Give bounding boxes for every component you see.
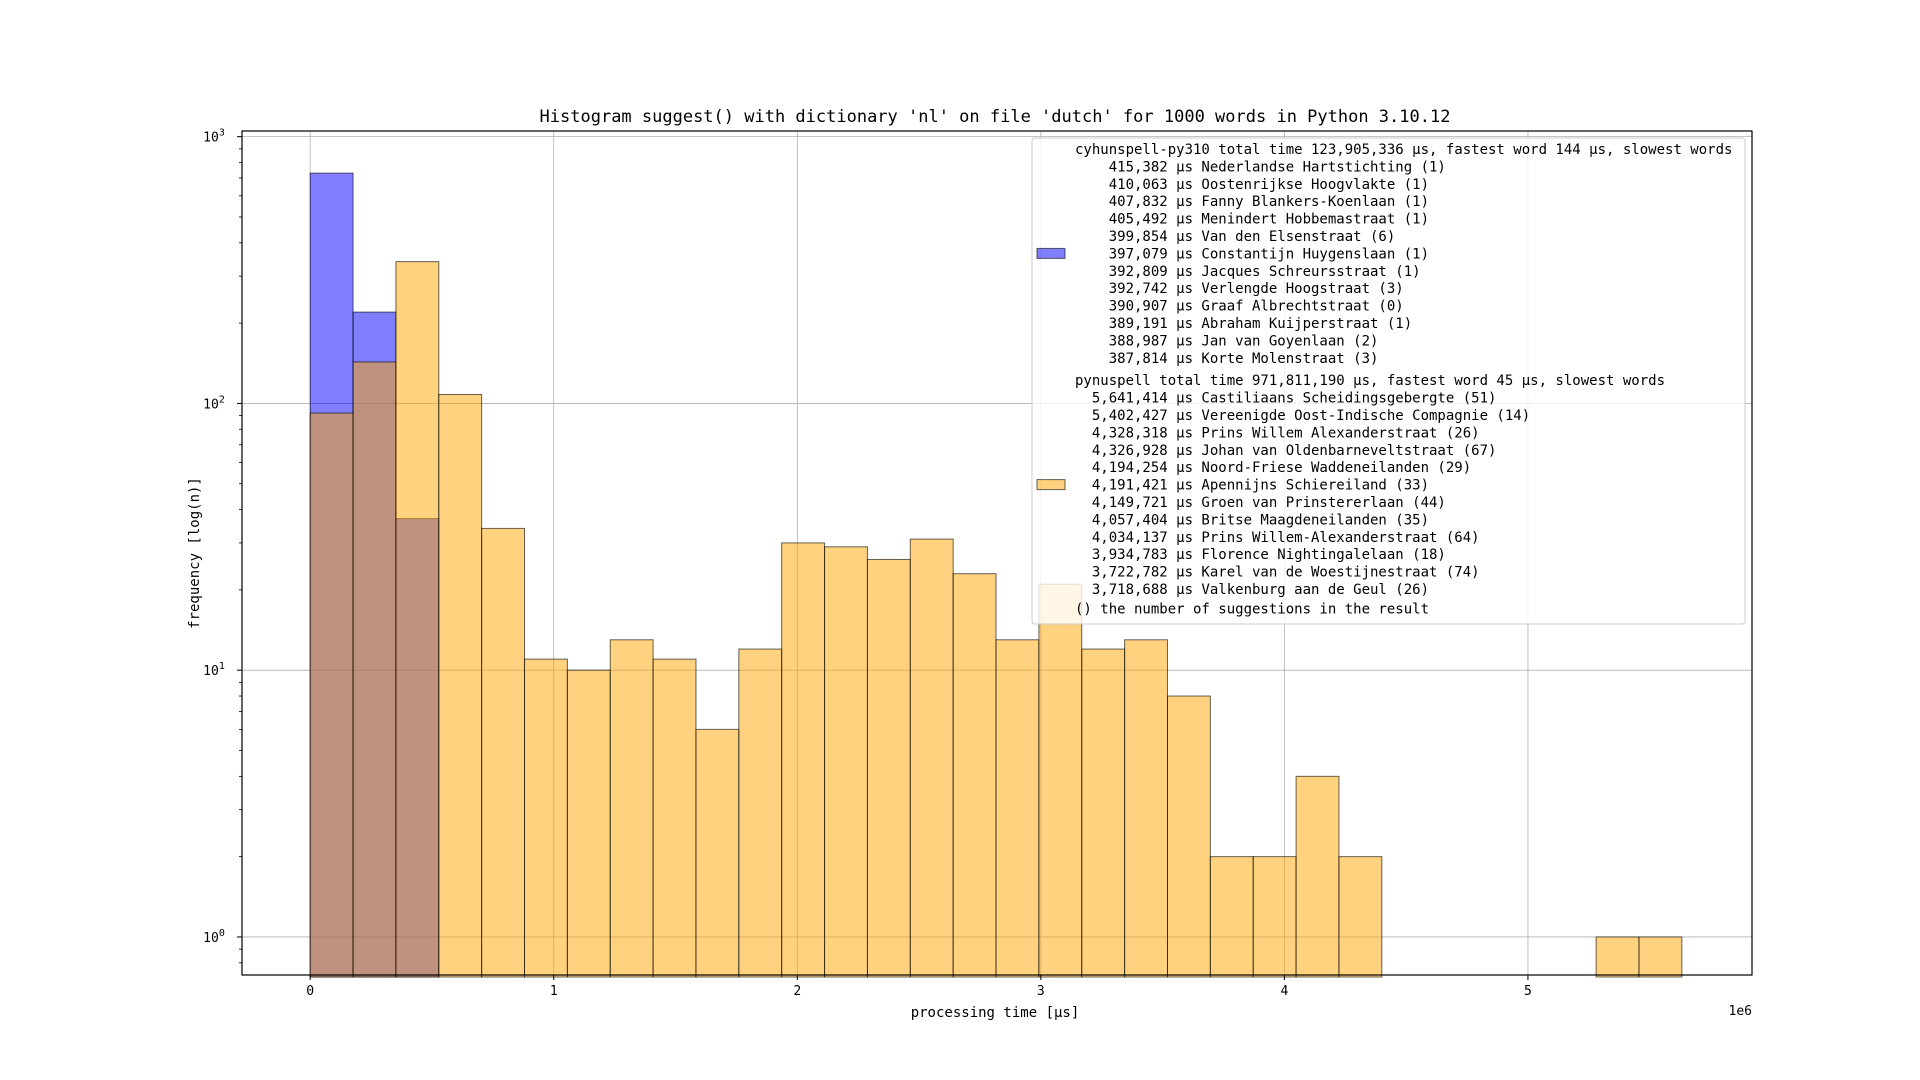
legend-line: 392,742 µs Verlengde Hoogstraat (3) bbox=[1075, 281, 1404, 297]
legend-box bbox=[1031, 137, 1746, 625]
legend-line: 4,328,318 µs Prins Willem Alexanderstraa… bbox=[1075, 425, 1480, 441]
legend-line: cyhunspell-py310 total time 123,905,336 … bbox=[1075, 142, 1732, 158]
legend-entries: cyhunspell-py310 total time 123,905,336 … bbox=[1036, 142, 1732, 617]
x-axis-ticks: 0 1 2 3 4 5 bbox=[306, 975, 1532, 999]
legend-line: 4,057,404 µs Britse Maagdeneilanden (35) bbox=[1075, 512, 1429, 528]
legend-line: 415,382 µs Nederlandse Hartstichting (1) bbox=[1075, 159, 1446, 175]
histogram-bars bbox=[309, 172, 1683, 978]
bar-series-1-bin-8 bbox=[652, 658, 697, 978]
legend-line: 3,934,783 µs Florence Nightingalelaan (1… bbox=[1075, 547, 1446, 563]
x-tick-label: 3 bbox=[1037, 984, 1045, 999]
legend-swatch-0 bbox=[1036, 247, 1066, 259]
legend-line: 4,194,254 µs Noord-Friese Waddeneilanden… bbox=[1075, 460, 1471, 476]
legend-line: 407,832 µs Fanny Blankers-Koenlaan (1) bbox=[1075, 194, 1429, 210]
x-tick-label: 5 bbox=[1524, 984, 1532, 999]
bar-series-1-bin-11 bbox=[781, 542, 826, 978]
bar-series-1-bin-10 bbox=[738, 648, 783, 978]
legend-line: 397,079 µs Constantijn Huygenslaan (1) bbox=[1075, 246, 1429, 262]
legend-line: 3,718,688 µs Valkenburg aan de Geul (26) bbox=[1075, 582, 1429, 598]
bar-series-1-bin-5 bbox=[524, 658, 568, 978]
legend-line: 387,814 µs Korte Molenstraat (3) bbox=[1075, 351, 1378, 367]
bar-series-1-bin-12 bbox=[824, 546, 868, 978]
bar-series-1-bin-26 bbox=[1638, 936, 1683, 978]
bar-series-1-bin-24 bbox=[1338, 856, 1383, 978]
bar-series-1-bin-25 bbox=[1595, 936, 1640, 978]
bar-series-1-bin-9 bbox=[695, 728, 740, 978]
bar-series-1-bin-17 bbox=[1038, 583, 1083, 978]
bar-series-1-bin-18 bbox=[1081, 648, 1126, 978]
x-tick-label: 4 bbox=[1280, 984, 1288, 999]
x-tick-label: 1 bbox=[550, 984, 558, 999]
bar-series-1-bin-13 bbox=[866, 558, 911, 978]
bar-series-1-bin-20 bbox=[1166, 695, 1211, 978]
legend-footer: () the number of suggestions in the resu… bbox=[1075, 601, 1429, 617]
bar-series-1-bin-22 bbox=[1252, 856, 1297, 978]
y-axis-label: frequency [log(n)] bbox=[187, 477, 203, 629]
legend-line: 399,854 µs Van den Elsenstraat (6) bbox=[1075, 229, 1395, 245]
bar-series-1-bin-15 bbox=[952, 573, 997, 978]
legend-line: 5,402,427 µs Vereenigde Oost-Indische Co… bbox=[1075, 408, 1530, 424]
legend-line: 4,034,137 µs Prins Willem-Alexanderstraa… bbox=[1075, 530, 1480, 546]
legend-line: 389,191 µs Abraham Kuijperstraat (1) bbox=[1075, 316, 1412, 332]
y-tick-label: 101 bbox=[203, 661, 225, 679]
bar-series-1-bin-4 bbox=[481, 527, 526, 978]
x-axis-offset-label: 1e6 bbox=[1729, 1004, 1752, 1019]
y-tick-label: 102 bbox=[203, 394, 225, 412]
bar-series-1-bin-19 bbox=[1124, 639, 1168, 978]
x-tick-label: 2 bbox=[793, 984, 801, 999]
x-axis-label: processing time [µs] bbox=[911, 1005, 1080, 1021]
y-axis-ticks: 100 101 102 103 bbox=[203, 128, 242, 964]
legend-line: 405,492 µs Menindert Hobbemastraat (1) bbox=[1075, 212, 1429, 228]
legend-line: 4,149,721 µs Groen van Prinstererlaan (4… bbox=[1075, 495, 1446, 511]
legend-line: pynuspell total time 971,811,190 µs, fas… bbox=[1075, 373, 1665, 389]
legend-line: 3,722,782 µs Karel van de Woestijnestraa… bbox=[1075, 565, 1480, 581]
legend-swatch-1 bbox=[1036, 479, 1066, 491]
y-tick-label: 100 bbox=[203, 928, 225, 946]
bar-series-1-bin-1 bbox=[352, 361, 397, 978]
bar-series-1-bin-0 bbox=[309, 412, 354, 978]
legend-line: 388,987 µs Jan van Goyenlaan (2) bbox=[1075, 333, 1378, 349]
bar-series-1-bin-21 bbox=[1209, 856, 1254, 978]
y-tick-label: 103 bbox=[203, 128, 225, 146]
legend-line: 392,809 µs Jacques Schreursstraat (1) bbox=[1075, 264, 1421, 280]
bar-series-1-bin-14 bbox=[909, 538, 954, 978]
plot-frame bbox=[241, 130, 1753, 976]
chart-title: Histogram suggest() with dictionary 'nl'… bbox=[540, 107, 1451, 127]
bar-series-1-bin-16 bbox=[995, 639, 1040, 978]
bar-series-1-bin-7 bbox=[609, 639, 654, 978]
x-tick-label: 0 bbox=[306, 984, 314, 999]
legend: cyhunspell-py310 total time 123,905,336 … bbox=[1031, 137, 1746, 625]
legend-line: 390,907 µs Graaf Albrechtstraat (0) bbox=[1075, 299, 1404, 315]
bar-series-1-bin-23 bbox=[1295, 775, 1340, 978]
bar-series-1-bin-6 bbox=[566, 669, 611, 978]
legend-line: 4,326,928 µs Johan van Oldenbarneveltstr… bbox=[1075, 443, 1496, 459]
legend-line: 5,641,414 µs Castiliaans Scheidingsgeber… bbox=[1075, 391, 1496, 407]
legend-line: 4,191,421 µs Apennijns Schiereiland (33) bbox=[1075, 478, 1429, 494]
legend-line: 410,063 µs Oostenrijkse Hoogvlakte (1) bbox=[1075, 177, 1429, 193]
bar-series-1-bin-2 bbox=[395, 261, 440, 978]
bar-series-1-bin-3 bbox=[438, 393, 483, 978]
